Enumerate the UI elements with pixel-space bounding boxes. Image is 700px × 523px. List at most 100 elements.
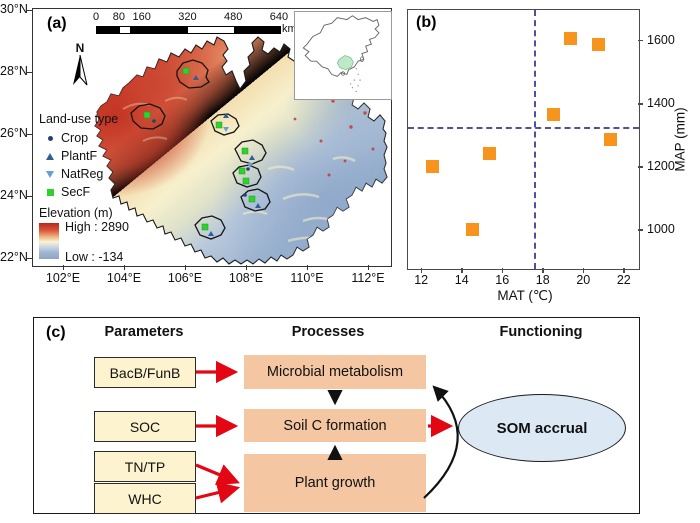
lon-tick-mark	[62, 265, 64, 270]
scalebar-labels: 0 80 160 320 480 640	[33, 11, 391, 23]
scalebar-tick-label: 320	[178, 11, 197, 23]
parameter-box-bacb-funb: BacB/FunB	[94, 357, 196, 388]
lon-tick-mark	[306, 265, 308, 270]
china-inset-map	[294, 11, 392, 100]
north-label: N	[75, 41, 85, 55]
scalebar-tick-label: 640	[269, 11, 289, 23]
legend-item-secf: SecF	[43, 184, 90, 200]
legend-item-plantf: PlantF	[43, 148, 97, 164]
process-box-soil-c-formation: Soil C formation	[244, 409, 426, 442]
map-tick-label: 1600	[647, 32, 675, 47]
parameter-box-tn-tp: TN/TP	[94, 451, 196, 482]
lon-tick-label: 110°E	[290, 271, 324, 285]
som-accrual-label: SOM accrual	[496, 419, 588, 437]
county-outlines	[130, 59, 271, 240]
lon-tick-mark	[245, 265, 247, 270]
dot-icon	[43, 135, 57, 141]
panel-a-map: (a) 0 80 160 320 480 640 km N Land-use type C…	[32, 8, 392, 267]
mat-tick-label: 22	[616, 273, 631, 287]
lat-tick-mark	[27, 9, 32, 11]
plantf-site-markers	[193, 75, 261, 236]
mat-mean-refline	[533, 10, 536, 269]
lon-tick-label: 102°E	[45, 271, 81, 285]
data-point	[591, 38, 605, 52]
lat-tick-mark	[27, 71, 32, 73]
secf-site-markers	[143, 67, 256, 231]
data-point	[547, 107, 561, 121]
map-tick-mark	[638, 166, 643, 168]
mat-tick-mark	[542, 268, 544, 273]
panel-c-diagram: (c) Parameters Processes Functioning Bac…	[33, 317, 640, 514]
mat-tick-mark	[501, 268, 504, 273]
lon-tick-label: 108°E	[228, 271, 264, 285]
lat-tick-mark	[27, 257, 32, 259]
island-dots	[349, 68, 361, 93]
lon-tick-mark	[184, 265, 186, 270]
study-region-highlight	[336, 55, 354, 71]
triangle-up-icon	[43, 152, 57, 160]
data-point	[482, 147, 496, 161]
scalebar-tick-label: 480	[224, 11, 243, 23]
landuse-legend-title: Land-use type	[39, 112, 119, 126]
lon-tick-label: 112°E	[351, 271, 385, 285]
map-tick-mark	[638, 39, 643, 42]
data-point	[466, 223, 480, 237]
legend-item-label: NatReg	[61, 167, 104, 181]
crop-site-markers	[152, 119, 250, 197]
natreg-site-markers	[223, 127, 253, 168]
map-mean-refline	[408, 126, 639, 129]
panel-b-label: (b)	[416, 14, 437, 31]
functioning-ellipse: SOM accrual	[458, 394, 626, 462]
parameter-box-whc: WHC	[94, 483, 196, 514]
mat-tick-mark	[461, 268, 463, 273]
data-point	[604, 133, 618, 146]
elevation-high-label: High : 2890	[65, 220, 129, 234]
triangle-down-icon	[43, 170, 57, 178]
process-box-plant-growth: Plant growth	[244, 454, 426, 512]
legend-item-label: PlantF	[61, 149, 98, 163]
mat-tick-mark	[623, 268, 625, 273]
mat-tick-mark	[582, 268, 585, 273]
scalebar-tick-label: 0	[92, 11, 100, 23]
lon-tick-mark	[123, 265, 125, 270]
elevation-colorbar	[39, 223, 59, 259]
panel-b-scatter: (b)	[407, 9, 640, 270]
parameter-box-soc: SOC	[94, 411, 196, 442]
mat-tick-label: 20	[576, 273, 591, 287]
lat-tick-label: 26°N	[0, 126, 28, 140]
north-arrow-icon	[73, 54, 88, 86]
panel-c-label: (c)	[46, 324, 66, 341]
lon-tick-label: 106°E	[167, 271, 203, 285]
scalebar	[96, 26, 281, 34]
header-functioning: Functioning	[499, 324, 583, 340]
scalebar-unit: km	[282, 23, 297, 35]
lon-tick-label: 104°E	[106, 271, 142, 285]
lat-tick-mark	[27, 133, 32, 135]
mat-tick-label: 16	[495, 273, 510, 287]
scalebar-tick-label: 160	[132, 11, 151, 23]
legend-item-label: Crop	[61, 131, 89, 145]
panel-a-label: (a)	[47, 15, 67, 32]
elevation-low-label: Low : -134	[65, 250, 124, 264]
data-point	[425, 159, 439, 173]
mat-tick-label: 14	[454, 273, 469, 287]
legend-item-crop: Crop	[43, 130, 88, 146]
mat-tick-label: 18	[535, 273, 550, 287]
lat-tick-mark	[27, 195, 32, 197]
lat-tick-label: 24°N	[0, 188, 28, 202]
map-tick-mark	[638, 229, 643, 231]
square-icon	[43, 188, 57, 196]
landuse-legend: Crop PlantF NatReg SecF	[43, 130, 133, 210]
terrain-specks	[293, 99, 375, 177]
lat-tick-label: 30°N	[0, 2, 28, 16]
legend-item-natreg: NatReg	[43, 166, 103, 182]
north-arrow: N	[69, 41, 91, 92]
map-tick-label: 1200	[647, 158, 675, 173]
mat-tick-label: 12	[414, 273, 429, 287]
mat-tick-mark	[420, 268, 423, 273]
map-tick-label: 1400	[647, 95, 675, 110]
lon-tick-mark	[367, 265, 369, 270]
header-parameters: Parameters	[104, 324, 184, 340]
map-tick-label: 1000	[647, 222, 675, 237]
